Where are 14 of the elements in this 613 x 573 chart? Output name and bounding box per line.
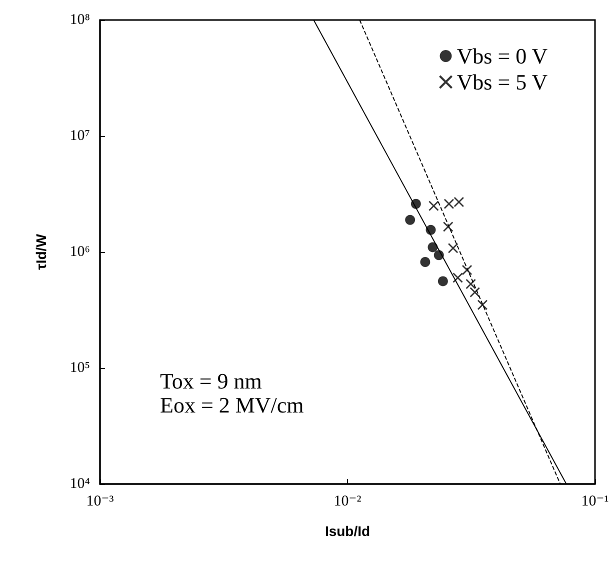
x-tick-label: 10⁻³ — [86, 494, 114, 510]
annotation: Eox = 2 MV/cm — [160, 392, 304, 418]
y-tick-label: 10⁸ — [70, 12, 90, 28]
y-tick-label: 10⁴ — [70, 476, 90, 492]
y-axis-title: τId/W — [33, 233, 49, 270]
x-axis-title: Isub/Id — [324, 523, 370, 539]
y-tick-label: 10⁵ — [70, 360, 90, 376]
y-tick-label: 10⁷ — [70, 128, 90, 144]
x-tick-label: 10⁻¹ — [581, 494, 609, 510]
legend-label: Vbs = 5 V — [456, 70, 548, 94]
y-tick-label: 10⁶ — [70, 244, 90, 260]
annotation: Tox = 9 nm — [160, 368, 262, 394]
x-tick-label: 10⁻² — [334, 494, 362, 510]
legend-label: Vbs = 0 V — [456, 44, 548, 68]
